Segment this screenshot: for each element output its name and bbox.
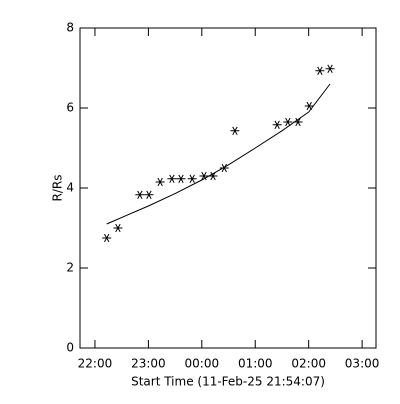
x-tick-label: 01:00	[238, 357, 273, 371]
y-tick-label: 4	[66, 181, 74, 195]
y-tick-label: 6	[66, 101, 74, 115]
data-point	[113, 223, 123, 233]
data-point	[219, 163, 229, 173]
data-point	[293, 117, 303, 127]
x-tick-label: 03:00	[345, 357, 380, 371]
data-point	[304, 101, 314, 111]
data-point	[199, 171, 209, 181]
x-tick-label: 22:00	[78, 357, 113, 371]
y-tick-label: 2	[66, 261, 74, 275]
data-point	[135, 190, 145, 199]
data-point	[315, 66, 325, 75]
y-axis-label: R/Rs	[51, 175, 65, 202]
data-point	[176, 174, 186, 183]
data-point	[155, 177, 165, 187]
data-point	[208, 171, 218, 181]
data-point	[283, 117, 293, 127]
x-tick-label: 00:00	[185, 357, 220, 371]
data-point	[167, 174, 177, 183]
y-tick-label: 8	[66, 21, 74, 35]
x-axis-label: Start Time (11-Feb-25 21:54:07)	[131, 375, 325, 389]
data-point	[144, 190, 154, 199]
data-point	[230, 126, 240, 135]
data-point	[272, 120, 282, 129]
data-point	[102, 233, 112, 243]
data-point	[187, 174, 197, 183]
y-tick-label: 0	[66, 341, 74, 355]
x-tick-label: 23:00	[131, 357, 166, 371]
x-tick-label: 02:00	[291, 357, 326, 371]
fit-line	[106, 83, 331, 225]
data-point	[325, 64, 335, 73]
plot-frame	[79, 27, 377, 349]
